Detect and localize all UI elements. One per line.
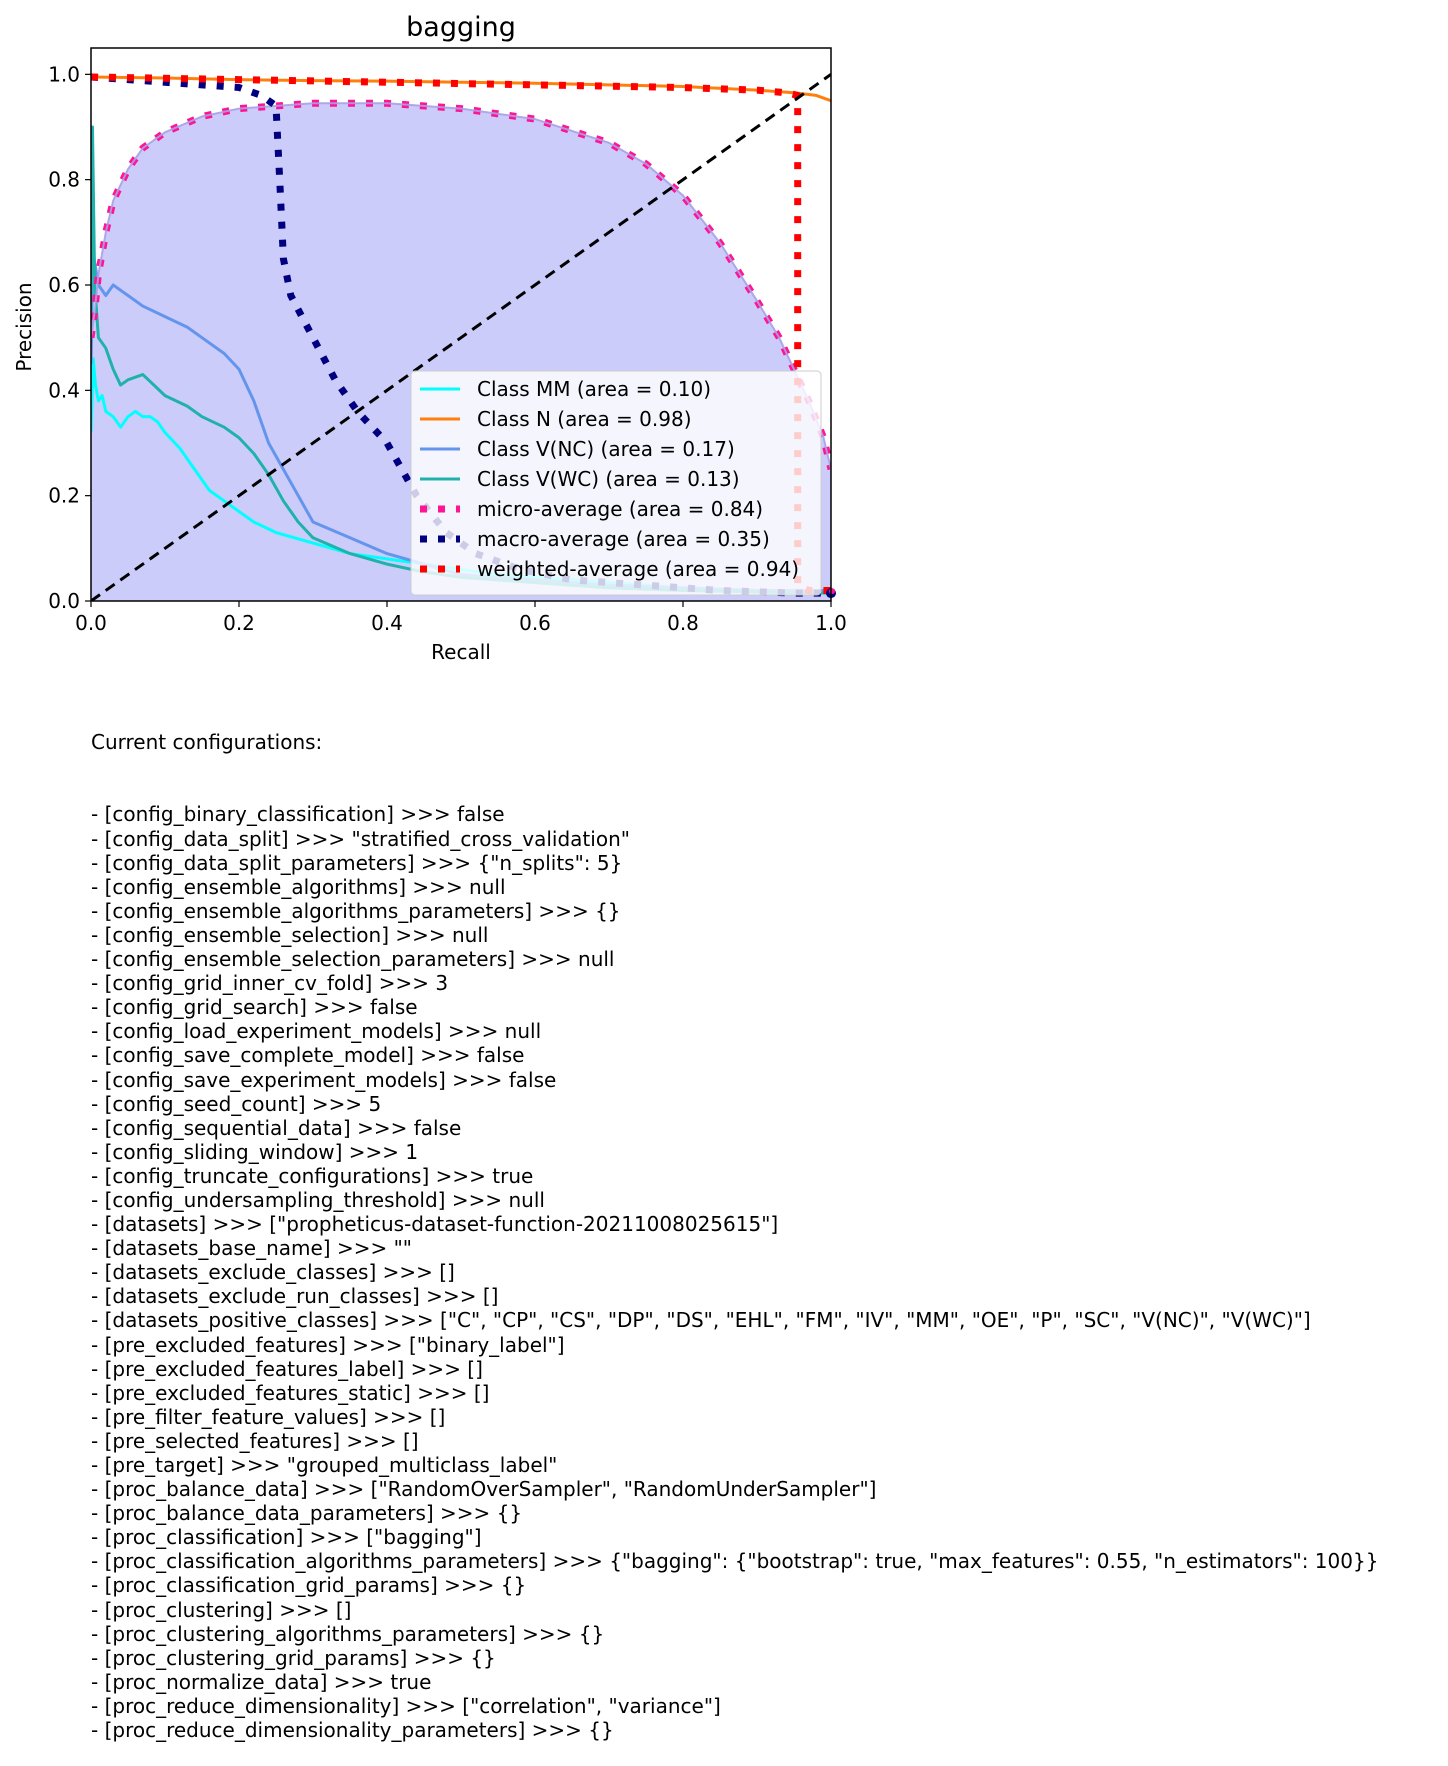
config-line: - [config_truncate_configurations] >>> t…	[91, 1163, 534, 1188]
y-tick-label: 0.4	[48, 378, 80, 402]
config-line: - [proc_balance_data] >>> ["RandomOverSa…	[91, 1477, 877, 1502]
config-line: - [datasets_exclude_run_classes] >>> []	[91, 1284, 499, 1309]
config-line: - [config_ensemble_algorithms_parameters…	[91, 898, 621, 923]
x-tick-label: 0.8	[667, 611, 699, 635]
config-line: - [proc_clustering] >>> []	[91, 1597, 352, 1622]
config-heading: Current configurations:	[91, 730, 323, 755]
legend-label: macro-average (area = 0.35)	[477, 527, 770, 551]
y-tick-label: 0.2	[48, 484, 80, 508]
legend-label: Class V(NC) (area = 0.17)	[477, 437, 735, 461]
config-line: - [proc_classification_grid_params] >>> …	[91, 1573, 527, 1598]
x-tick-label: 0.2	[223, 611, 255, 635]
config-line: - [config_seed_count] >>> 5	[91, 1091, 382, 1116]
legend-label: micro-average (area = 0.84)	[477, 497, 763, 521]
config-line: - [proc_clustering_grid_params] >>> {}	[91, 1645, 496, 1670]
config-line: - [proc_normalize_data] >>> true	[91, 1669, 432, 1694]
config-line: - [config_sequential_data] >>> false	[91, 1115, 462, 1140]
config-line: - [proc_classification] >>> ["bagging"]	[91, 1525, 482, 1550]
config-line: - [config_data_split] >>> "stratified_cr…	[91, 826, 630, 851]
config-line: - [config_save_complete_model] >>> false	[91, 1043, 525, 1068]
config-line: - [config_grid_search] >>> false	[91, 995, 418, 1020]
config-line: - [pre_filter_feature_values] >>> []	[91, 1404, 446, 1429]
legend-label: Class N (area = 0.98)	[477, 407, 692, 431]
x-tick-label: 0.4	[371, 611, 403, 635]
config-lines: - [config_binary_classification] >>> fal…	[91, 802, 1441, 1742]
config-line: - [datasets] >>> ["propheticus-dataset-f…	[91, 1212, 779, 1237]
config-line: - [pre_excluded_features_static] >>> []	[91, 1380, 490, 1405]
legend-label: Class V(WC) (area = 0.13)	[477, 467, 740, 491]
config-line: - [pre_excluded_features_label] >>> []	[91, 1356, 483, 1381]
y-tick-label: 1.0	[48, 62, 80, 86]
legend-label: weighted-average (area = 0.94)	[477, 557, 799, 581]
config-line: - [pre_target] >>> "grouped_multiclass_l…	[91, 1453, 558, 1477]
precision-recall-chart: bagging 0.0 0.2 0.4 0.6 0.8 1.00.00.20.40.60.…	[12, 12, 847, 664]
chart-title: bagging	[406, 12, 516, 43]
config-line: - [datasets_exclude_classes] >>> []	[91, 1260, 455, 1285]
series-line-6	[91, 73, 831, 594]
x-tick-label: 0.0	[75, 611, 107, 635]
x-tick-label: 1.0	[815, 611, 847, 635]
config-line: - [config_grid_inner_cv_fold] >>> 3	[91, 971, 449, 996]
legend-label: Class MM (area = 0.10)	[477, 377, 711, 401]
y-tick-label: 0.6	[48, 273, 80, 297]
x-tick-label: 0.6	[519, 611, 551, 635]
config-line: - [pre_excluded_features] >>> ["binary_l…	[91, 1332, 565, 1357]
x-axis-label: Recall	[431, 640, 491, 664]
config-line: - [config_undersampling_threshold] >>> n…	[91, 1187, 545, 1212]
config-line: - [config_ensemble_selection] >>> null	[91, 922, 489, 947]
config-line: - [proc_balance_data_parameters] >>> {}	[91, 1501, 523, 1526]
axes: 0.0 0.2 0.4 0.6 0.8 1.0 0.0 0.2 0.4 0.6 0.8 1.0	[48, 47, 847, 635]
plot-frame	[90, 47, 832, 602]
config-line: - [proc_clustering_algorithms_parameters…	[91, 1621, 605, 1646]
legend: Class MM (area = 0.10) Class N (area = 0.…	[410, 370, 822, 596]
config-line: - [config_ensemble_selection_parameters]…	[91, 947, 615, 972]
reference-diagonal-line	[91, 73, 831, 601]
config-line: - [config_binary_classification] >>> fal…	[91, 802, 505, 827]
config-line: - [config_save_experiment_models] >>> fa…	[91, 1067, 557, 1092]
y-axis-label: Precision	[12, 282, 36, 371]
config-line: - [proc_reduce_dimensionality] >>> ["cor…	[91, 1693, 721, 1718]
config-line: - [datasets_positive_classes] >>> ["C", …	[91, 1308, 1311, 1333]
config-line: - [datasets_base_name] >>> ""	[91, 1236, 412, 1261]
config-line: - [config_load_experiment_models] >>> nu…	[91, 1019, 542, 1044]
config-line: - [config_sliding_window] >>> 1	[91, 1139, 419, 1164]
micro-average-edge	[91, 102, 831, 470]
y-tick-label: 0.8	[48, 168, 80, 192]
config-line: - [pre_selected_features] >>> []	[91, 1428, 419, 1453]
y-tick-label: 0.0	[48, 589, 80, 613]
config-line: - [proc_reduce_dimensionality_parameters…	[91, 1718, 614, 1743]
config-line: - [config_data_split_parameters] >>> {"n…	[91, 850, 623, 875]
endpoint-marker	[829, 588, 835, 595]
config-line: - [proc_classification_algorithms_parame…	[91, 1549, 1379, 1574]
legend-box	[410, 370, 822, 596]
configuration-list: Current configurations: - [config_binary…	[91, 682, 1441, 1766]
config-line: - [config_ensemble_algorithms] >>> null	[91, 874, 506, 899]
